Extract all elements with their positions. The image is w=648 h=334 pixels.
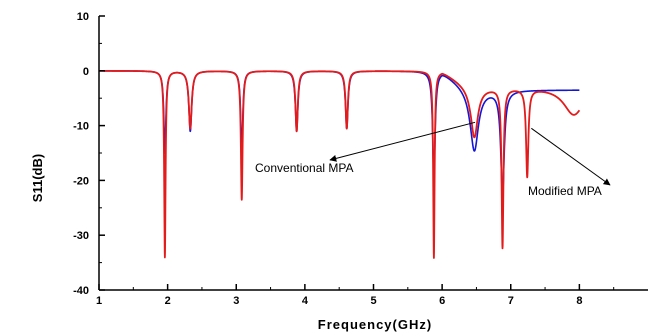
y-tick-label: 10 bbox=[77, 11, 89, 23]
x-tick-label: 5 bbox=[370, 295, 376, 307]
y-tick-label: -40 bbox=[73, 285, 89, 297]
x-tick-label: 1 bbox=[96, 295, 102, 307]
series-line-2 bbox=[98, 69, 581, 259]
y-tick-label: 0 bbox=[83, 66, 89, 78]
x-axis-title: Frequency(GHz) bbox=[318, 317, 432, 332]
x-tick-label: 6 bbox=[439, 295, 445, 307]
annotation-label-1: Conventional MPA bbox=[255, 161, 354, 175]
annotation-arrow-1 bbox=[329, 121, 476, 162]
y-axis-title: S11(dB) bbox=[30, 154, 45, 202]
x-tick-label: 8 bbox=[576, 295, 582, 307]
x-tick-label: 7 bbox=[508, 295, 514, 307]
x-tick-label: 3 bbox=[233, 295, 239, 307]
annotation-label-2: Modified MPA bbox=[528, 184, 602, 198]
annotations: Conventional MPA Modified MPA bbox=[255, 121, 611, 198]
plot-area bbox=[98, 69, 581, 259]
series-line-1 bbox=[98, 70, 581, 197]
x-tick-label: 4 bbox=[302, 295, 309, 307]
annotation-arrow-2 bbox=[531, 127, 611, 186]
axes: 10 0 -10 -20 -30 -40 1 2 3 4 5 6 7 8 bbox=[73, 11, 648, 307]
y-tick-label: -10 bbox=[73, 121, 89, 133]
y-tick-label: -20 bbox=[73, 175, 89, 187]
y-tick-label: -30 bbox=[73, 230, 89, 242]
x-tick-label: 2 bbox=[165, 295, 171, 307]
